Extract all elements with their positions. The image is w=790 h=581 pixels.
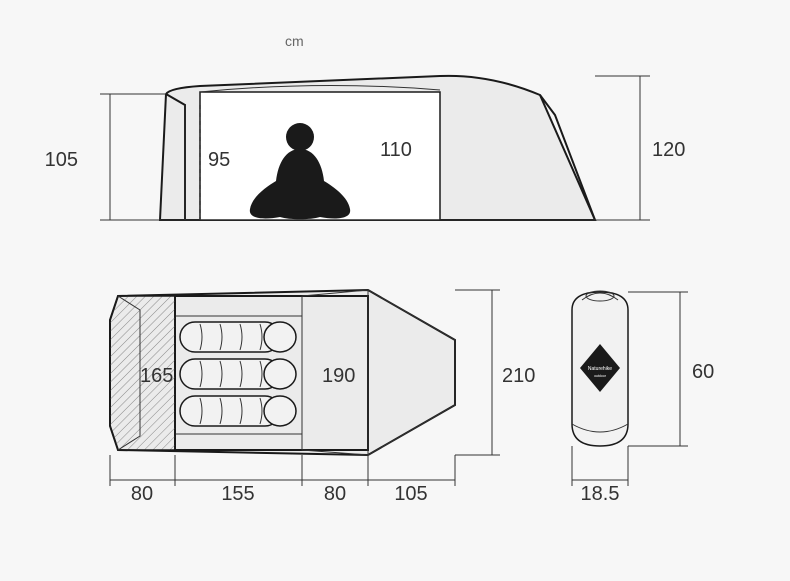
sleeping-bag-1 — [180, 322, 296, 352]
packed-view: Naturehike outdoor 60 18.5 — [572, 291, 714, 505]
side-view: 105 95 110 120 — [45, 76, 686, 220]
label-pack-h: 60 — [692, 361, 714, 383]
sack-subbrand: outdoor — [594, 374, 607, 378]
sleeping-bags — [180, 322, 296, 426]
label-w105: 105 — [394, 483, 427, 505]
top-view: 165 190 210 80 155 80 105 — [110, 290, 535, 505]
dim-h120: 120 — [595, 76, 685, 220]
label-d190: 190 — [322, 365, 355, 387]
label-w80b: 80 — [324, 483, 346, 505]
label-d165: 165 — [140, 365, 173, 387]
dim-d210: 210 — [455, 290, 535, 455]
diagram-svg: cm 105 95 110 — [0, 0, 790, 581]
bottom-width-dims: 80 155 80 105 — [110, 455, 455, 505]
label-h110: 110 — [380, 139, 412, 161]
sack-brand: Naturehike — [588, 366, 612, 372]
label-pack-w: 18.5 — [581, 483, 620, 505]
unit-label: cm — [285, 33, 304, 49]
dim-pack-w: 18.5 — [572, 446, 628, 505]
dim-h105: 105 — [45, 94, 166, 220]
label-h95: 95 — [208, 149, 230, 171]
label-w155: 155 — [221, 483, 254, 505]
tent-dimensions-diagram: cm 105 95 110 — [0, 0, 790, 581]
sleeping-bag-3 — [180, 396, 296, 426]
sleeping-bag-2 — [180, 359, 296, 389]
label-h105: 105 — [45, 149, 78, 171]
dim-pack-h: 60 — [628, 292, 714, 446]
label-h120: 120 — [652, 139, 685, 161]
label-d210: 210 — [502, 365, 535, 387]
label-w80a: 80 — [131, 483, 153, 505]
